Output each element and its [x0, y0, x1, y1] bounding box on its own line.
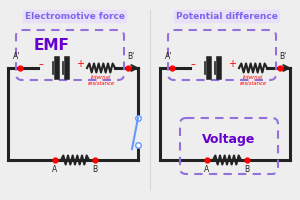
Text: B': B' — [279, 52, 286, 61]
Text: Electromotive force: Electromotive force — [25, 12, 125, 21]
Text: A: A — [52, 165, 58, 174]
Text: –: – — [190, 59, 195, 69]
Text: A: A — [204, 165, 210, 174]
Text: Internal
resistance: Internal resistance — [87, 75, 115, 86]
Text: +: + — [228, 59, 236, 69]
Text: A': A' — [165, 52, 173, 61]
Text: B: B — [92, 165, 98, 174]
Text: EMF: EMF — [34, 38, 70, 53]
Text: A': A' — [13, 52, 21, 61]
Text: B': B' — [128, 52, 135, 61]
Text: B: B — [244, 165, 250, 174]
Text: Voltage: Voltage — [202, 134, 256, 146]
Text: Internal
resistance: Internal resistance — [239, 75, 267, 86]
Text: +: + — [76, 59, 84, 69]
Text: Potential difference: Potential difference — [176, 12, 278, 21]
Text: –: – — [39, 59, 44, 69]
